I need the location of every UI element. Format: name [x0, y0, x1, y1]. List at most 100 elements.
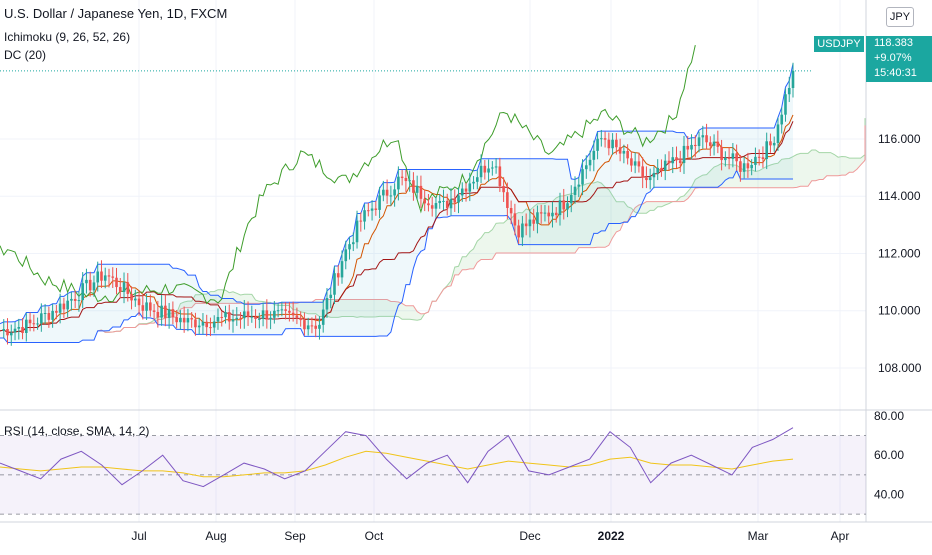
candle-body: [363, 210, 366, 222]
candle-body: [720, 146, 723, 161]
candle-body: [250, 316, 254, 318]
candle-body: [551, 212, 554, 217]
candle-body: [85, 279, 88, 284]
candle-body: [118, 287, 122, 292]
candle-body: [438, 200, 442, 204]
price-tick-label: 110.000: [878, 304, 921, 318]
price-tick-label: 108.000: [878, 361, 922, 375]
candle-body: [701, 135, 705, 138]
candle-body: [498, 166, 502, 187]
candle-body: [603, 138, 607, 140]
candle-body: [724, 157, 727, 161]
candle-body: [607, 139, 611, 149]
candle-body: [318, 324, 321, 329]
candle-body: [735, 153, 738, 162]
candle-body: [667, 160, 671, 164]
candle-body: [524, 223, 528, 227]
candle-body: [284, 309, 287, 311]
candle-body: [58, 303, 62, 313]
candle-body: [746, 163, 750, 169]
candle-body: [712, 141, 716, 146]
candle-body: [430, 205, 434, 209]
currency-button[interactable]: JPY: [886, 7, 914, 27]
candle-body: [780, 114, 784, 125]
ichimoku-legend[interactable]: Ichimoku (9, 26, 52, 26): [4, 30, 131, 44]
rsi-tick-label: 80.00: [874, 409, 904, 423]
candle-body: [160, 305, 163, 318]
candle-body: [397, 176, 400, 190]
candle-body: [709, 142, 712, 146]
price-box: 118.383 +9.07% 15:40:31: [866, 36, 932, 82]
candle-body: [682, 145, 686, 164]
candle-body: [321, 309, 325, 325]
candle-body: [103, 275, 107, 281]
candle-body: [513, 213, 517, 226]
candle-body: [615, 139, 618, 148]
candle-body: [547, 212, 551, 217]
candle-body: [25, 319, 28, 333]
senkou-span-b: [97, 125, 866, 333]
candle-body: [359, 220, 363, 222]
candle-body: [28, 319, 32, 324]
candle-body: [611, 139, 614, 149]
candle-body: [656, 167, 660, 173]
candle-body: [581, 169, 584, 185]
candle-body: [509, 207, 513, 214]
candle-body: [592, 150, 596, 160]
candle-body: [47, 312, 51, 320]
candle-body: [179, 317, 182, 323]
time-tick-label: 2022: [598, 529, 625, 543]
candle-body: [543, 212, 547, 214]
candle-body: [55, 310, 58, 313]
candle-body: [573, 186, 577, 195]
candle-body: [194, 319, 197, 328]
axes: 116.000 114.000 112.000 110.000 108.000 80.00…: [131, 132, 921, 543]
candle-body: [325, 298, 329, 310]
candle-body: [554, 212, 558, 216]
dc-legend[interactable]: DC (20): [4, 48, 47, 62]
candle-body: [220, 316, 224, 318]
candle-body: [731, 153, 735, 159]
candle-body: [137, 298, 141, 306]
candle-body: [258, 318, 261, 320]
candle-body: [32, 323, 36, 325]
candle-body: [288, 310, 291, 313]
candle-body: [472, 181, 475, 184]
candle-body: [261, 310, 265, 319]
price-tick-label: 116.000: [878, 132, 921, 146]
ichimoku-cloud: [97, 118, 866, 333]
candle-body: [182, 317, 186, 323]
last-price: 118.383: [874, 37, 913, 49]
candle-body: [77, 300, 81, 302]
candle-body: [175, 317, 178, 323]
candle-body: [329, 294, 333, 299]
rsi-legend[interactable]: RSI (14, close, SMA, 14, 2): [4, 424, 150, 438]
candle-body: [13, 328, 17, 333]
candles: [2, 62, 795, 346]
candle-body: [479, 165, 483, 178]
candle-body: [66, 300, 69, 310]
candle-body: [453, 199, 457, 203]
candle-body: [389, 195, 393, 197]
price-tick-label: 112.000: [878, 246, 921, 260]
candle-body: [765, 141, 768, 159]
candle-body: [73, 298, 77, 301]
candle-body: [107, 275, 111, 277]
candle-body: [517, 225, 520, 238]
candle-body: [618, 147, 622, 154]
candle-body: [310, 325, 314, 327]
candle-body: [754, 156, 757, 165]
candle-body: [645, 177, 648, 181]
candle-body: [149, 302, 152, 311]
candle-body: [88, 279, 92, 291]
candle-body: [742, 163, 746, 172]
candle-body: [115, 277, 118, 288]
symbol-badge: USDJPY: [814, 36, 864, 52]
candle-body: [588, 159, 592, 166]
symbol-title: U.S. Dollar / Japanese Yen, 1D, FXCM: [4, 6, 228, 21]
candle-body: [675, 157, 678, 161]
candle-body: [6, 329, 9, 336]
candle-body: [242, 311, 246, 319]
candle-body: [314, 325, 317, 329]
